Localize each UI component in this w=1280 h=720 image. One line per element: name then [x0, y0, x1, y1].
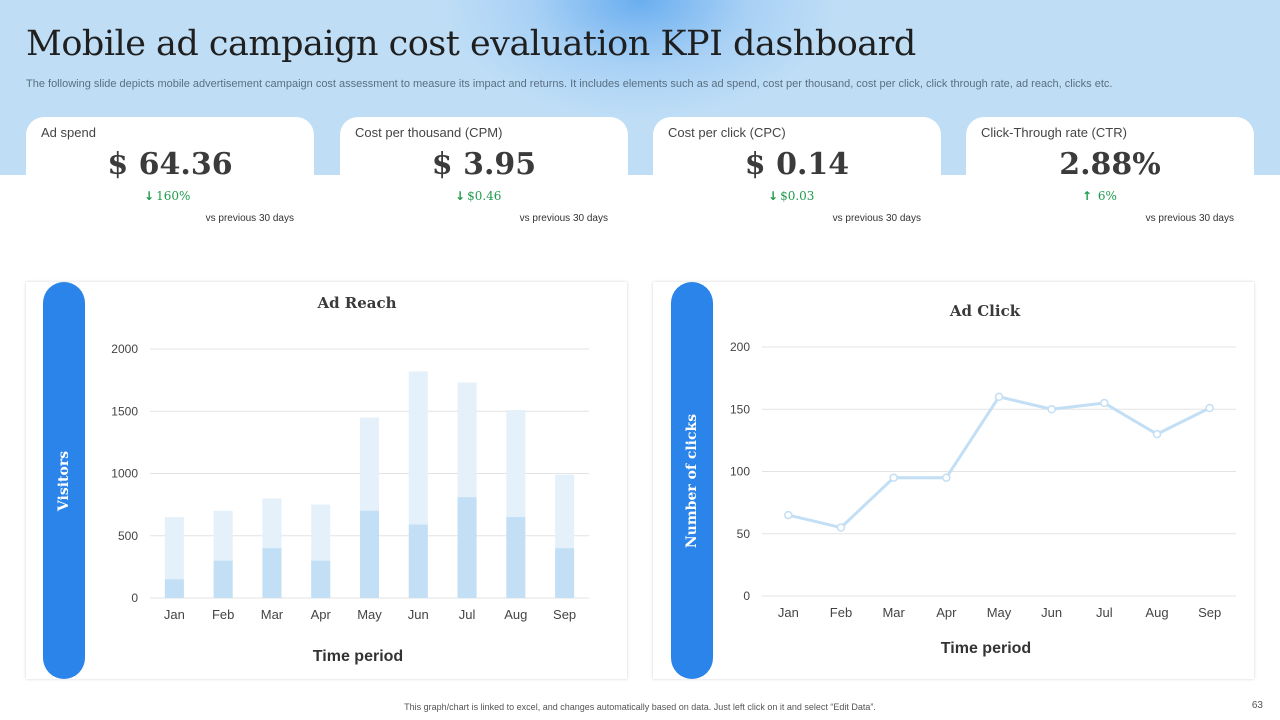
kpi-change-value: 160% — [156, 189, 191, 203]
kpi-card-cpm: Cost per thousand (CPM) $ 3.95 ↓ $0.46 vs… — [340, 117, 628, 229]
bar-part — [555, 548, 575, 598]
kpi-value: $ 0.14 — [744, 147, 850, 182]
x-tick-label: Jun — [408, 607, 429, 622]
chart-title: Ad Reach — [317, 294, 397, 312]
kpi-value: 2.88% — [1059, 147, 1161, 182]
bar-part — [213, 560, 233, 598]
y-tick-label: 200 — [730, 340, 750, 354]
kpi-change-value: $0.03 — [780, 189, 815, 203]
kpi-compare: vs previous 30 days — [1145, 213, 1234, 224]
page-number: 63 — [1251, 700, 1263, 711]
data-point — [942, 473, 951, 482]
x-tick-label: Jun — [1041, 605, 1062, 620]
bar-part — [506, 517, 526, 598]
y-tick-label: 0 — [131, 591, 138, 605]
page-subtitle: The following slide depicts mobile adver… — [26, 78, 1113, 90]
y-tick-label: 0 — [743, 589, 750, 603]
kpi-card-cpc: Cost per click (CPC) $ 0.14 ↓ $0.03 vs pr… — [653, 117, 941, 229]
x-tick-label: Mar — [261, 607, 284, 622]
x-axis-label: Time period — [940, 640, 1032, 657]
kpi-change: ↓ $0.03 — [768, 189, 814, 203]
bar-part — [360, 510, 379, 598]
y-tick-label: 1000 — [111, 467, 138, 481]
x-tick-label: Sep — [553, 607, 576, 622]
x-tick-label: May — [987, 605, 1012, 620]
x-tick-label: Feb — [212, 607, 234, 622]
clicks-pill: Number of clicks — [671, 282, 713, 679]
arrow-down-icon: ↓ — [768, 189, 779, 203]
arrow-down-icon: ↓ — [144, 189, 155, 203]
kpi-label: Cost per click (CPC) — [668, 125, 786, 140]
bar-part — [262, 548, 282, 598]
x-tick-label: Jul — [1096, 605, 1113, 620]
kpi-compare: vs previous 30 days — [205, 213, 294, 224]
y-tick-label: 1500 — [111, 404, 138, 418]
kpi-card-ctr: Click-Through rate (CTR) 2.88% ↑ 6% vs p… — [966, 117, 1254, 229]
kpi-change: ↓ $0.46 — [455, 189, 501, 203]
ad-click-panel: Number of clicks Ad Click 0 50 100 150 200 Ja… — [653, 282, 1254, 679]
kpi-change-value: $0.46 — [467, 189, 502, 203]
y-tick-label: 150 — [730, 402, 750, 416]
kpi-label: Ad spend — [41, 125, 96, 140]
bar-total — [164, 517, 184, 598]
kpi-compare: vs previous 30 days — [519, 213, 608, 224]
data-point — [836, 523, 846, 532]
x-tick-label: Aug — [504, 607, 527, 622]
x-tick-label: Mar — [882, 605, 905, 620]
data-point — [889, 473, 898, 482]
chart-title: Ad Click — [949, 302, 1021, 320]
kpi-label: Click-Through rate (CTR) — [981, 125, 1127, 140]
x-tick-label: Apr — [311, 607, 332, 622]
ad-reach-chart: 0 500 1000 1500 2000 Jan Feb Mar Apr May Jun Jul Aug… — [111, 342, 589, 622]
kpi-compare: vs previous 30 days — [832, 213, 921, 224]
x-axis-label: Time period — [312, 648, 404, 665]
ad-click-chart: 0 50 100 150 200 Jan Feb Mar Apr May Jun Jul Aug Sep — [730, 340, 1236, 620]
bar-part — [311, 560, 331, 598]
bar-part — [408, 524, 428, 598]
kpi-change: ↓ 160% — [144, 189, 190, 203]
x-tick-label: Aug — [1145, 605, 1168, 620]
kpi-value: $ 3.95 — [431, 147, 537, 182]
bar-part — [164, 579, 184, 598]
x-tick-label: Apr — [936, 605, 957, 620]
page-title: Mobile ad campaign cost evaluation KPI d… — [26, 24, 916, 64]
data-point — [784, 510, 793, 520]
x-tick-label: Jul — [459, 607, 476, 622]
data-point — [1100, 398, 1109, 408]
kpi-value: $ 64.36 — [107, 147, 233, 182]
series-line — [787, 395, 1211, 530]
kpi-change-value: 6% — [1094, 189, 1117, 203]
x-tick-label: Jan — [778, 605, 799, 620]
y-tick-label: 500 — [118, 529, 138, 543]
kpi-card-ad-spend: Ad spend $ 64.36 ↓ 160% vs previous 30 da… — [26, 117, 314, 229]
kpi-change: ↑ 6% — [1082, 189, 1117, 203]
x-tick-label: May — [357, 607, 382, 622]
data-point — [1205, 403, 1214, 413]
data-point — [1047, 405, 1056, 414]
y-tick-label: 2000 — [111, 342, 138, 356]
data-point — [1152, 429, 1162, 439]
y-tick-label: 100 — [730, 465, 750, 479]
bar-part — [457, 497, 477, 598]
data-point — [994, 392, 1004, 402]
ad-reach-panel: Visitors Ad Reach 0 500 1000 1500 2000 Jan Feb… — [26, 282, 627, 679]
x-tick-label: Feb — [830, 605, 852, 620]
kpi-label: Cost per thousand (CPM) — [355, 125, 503, 140]
arrow-up-icon: ↑ — [1082, 189, 1093, 203]
arrow-down-icon: ↓ — [455, 189, 466, 203]
visitors-pill: Visitors — [43, 282, 85, 679]
x-tick-label: Jan — [164, 607, 185, 622]
y-tick-label: 50 — [737, 527, 751, 541]
x-tick-label: Sep — [1198, 605, 1221, 620]
footer-note: This graph/chart is linked to excel, and… — [404, 702, 876, 712]
